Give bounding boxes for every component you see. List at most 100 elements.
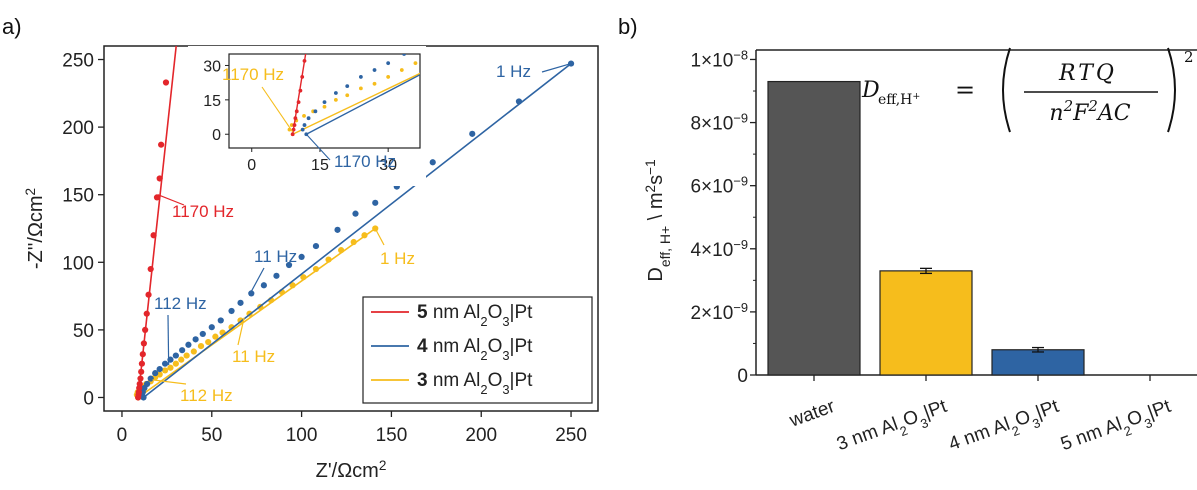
diffusion-bar-chart: 0 2×10−9 4×10−9 6×10−9 8×10−9 1×10−8 Deff, H+ … xyxy=(643,47,1197,461)
annotation-leader xyxy=(152,379,187,385)
inset-y-tick-label: 15 xyxy=(203,93,221,110)
data-point xyxy=(217,317,224,324)
annotation-leader xyxy=(248,267,265,296)
annotation-label: 1170 Hz xyxy=(172,202,234,221)
x-tick-label: 0 xyxy=(117,425,128,446)
inset-annotation-label: 1170 Hz xyxy=(334,152,396,171)
inset-y-tick-label: 30 xyxy=(203,58,221,75)
inset-data-point xyxy=(298,88,303,93)
data-point xyxy=(185,341,192,348)
inset-data-point xyxy=(302,123,307,127)
inset-data-point xyxy=(333,91,338,95)
x-tick-label: 200 xyxy=(465,425,497,446)
inset-data-point xyxy=(402,54,406,56)
inset-x-tick-label: 15 xyxy=(311,157,329,174)
data-point xyxy=(361,232,368,239)
data-point xyxy=(156,365,163,373)
inset-annotation-label: 1170 Hz xyxy=(222,65,284,84)
fit-line xyxy=(143,62,572,399)
formula-right-paren xyxy=(1167,47,1176,133)
data-point xyxy=(469,130,476,137)
x-tick-label: 150 xyxy=(376,425,408,446)
data-point xyxy=(300,274,307,281)
inset-data-point xyxy=(372,81,377,86)
plot-area xyxy=(133,46,575,401)
data-point xyxy=(285,261,293,269)
x-axis-label: Z'/Ωcm2 xyxy=(316,458,387,483)
annotation-leader xyxy=(237,317,245,346)
data-point xyxy=(312,265,320,273)
x-tick-label: 250 xyxy=(555,425,587,446)
annotation-leader xyxy=(541,62,572,73)
inset-data-point xyxy=(300,75,305,79)
inset-data-point xyxy=(302,114,306,118)
data-point xyxy=(248,290,255,297)
data-point xyxy=(152,370,159,377)
panel-a-label: a) xyxy=(2,14,22,39)
y-tick-label: 50 xyxy=(73,321,94,342)
annotation-leader xyxy=(167,314,170,366)
data-point xyxy=(228,324,235,331)
data-point xyxy=(208,324,215,331)
y-tick-label: 250 xyxy=(62,51,94,72)
panel-b-label: b) xyxy=(618,14,638,39)
inset-x-tick-label: 30 xyxy=(379,157,397,174)
bar xyxy=(879,270,973,376)
inset-data-point xyxy=(345,84,350,88)
data-point xyxy=(352,210,359,217)
inset-annotation-leader xyxy=(261,86,294,133)
data-point xyxy=(199,330,206,338)
data-point xyxy=(515,98,523,105)
formula-equals: = xyxy=(955,76,975,104)
legend-label: 4 nm Al2O3|Pt xyxy=(417,336,533,363)
annotation-leader xyxy=(374,228,385,246)
inset-data-point xyxy=(313,109,318,114)
inset-data-point xyxy=(296,100,301,105)
inset-x-tick-label: 0 xyxy=(247,157,256,174)
annotation-label: 112 Hz xyxy=(154,294,207,313)
data-point xyxy=(179,347,186,354)
y-tick-label: 4×10−9 xyxy=(690,236,748,261)
data-point xyxy=(167,364,174,371)
bar xyxy=(991,349,1085,376)
inset-annotation-leader xyxy=(305,133,331,161)
data-point xyxy=(137,375,144,382)
legend-label: 5 nm Al2O3|Pt xyxy=(417,302,533,329)
data-point xyxy=(161,367,169,374)
bar xyxy=(767,80,861,376)
x-tick-label: 100 xyxy=(286,425,318,446)
inset-data-point xyxy=(292,123,297,127)
data-point xyxy=(162,79,170,86)
data-point xyxy=(260,282,267,289)
data-point xyxy=(140,340,147,347)
data-point xyxy=(338,247,345,254)
y-tick-label: 100 xyxy=(62,253,94,274)
data-point xyxy=(289,282,296,289)
inset-data-point xyxy=(333,97,338,102)
inset-data-point xyxy=(413,61,418,66)
data-point xyxy=(190,348,197,355)
y-tick-label: 200 xyxy=(62,118,94,139)
data-point xyxy=(161,360,169,367)
x-tick-label: 3 nm Al2O3|Pt xyxy=(834,396,952,461)
y-axis-label: -Z''/Ωcm2 xyxy=(23,188,48,269)
annotation-leader xyxy=(157,194,185,206)
y-tick-label: 0 xyxy=(83,388,94,409)
inset-background xyxy=(188,46,426,186)
x-tick-label: water xyxy=(786,396,838,432)
data-point xyxy=(228,307,235,315)
formula-numerator: RTQ xyxy=(1058,61,1117,86)
data-point xyxy=(205,338,212,346)
formula-lhs: D xyxy=(861,78,880,103)
inset-data-point xyxy=(289,123,294,127)
y-tick-label: 8×10−9 xyxy=(690,110,748,135)
formula-denominator: n2F2AC xyxy=(1049,97,1130,126)
formula: Deff,H+ = RTQ n2F2AC 2 xyxy=(861,47,1194,133)
data-point xyxy=(429,159,436,166)
x-tick-label: 50 xyxy=(201,425,222,446)
inset-data-point xyxy=(294,109,299,114)
nyquist-plot: 0 50 100 150 200 250050100150200250Z'/Ωcm2-Z'… xyxy=(23,45,599,483)
inset-data-point xyxy=(293,116,298,121)
